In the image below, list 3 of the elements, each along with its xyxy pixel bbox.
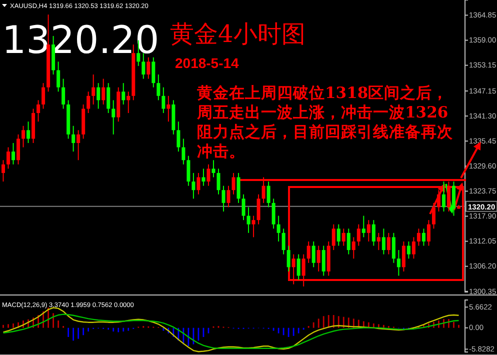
annotation: 黄金在上周四破位1318区间之后，周五走出一波上涨，冲击一波1326阻力点之后，目前回踩引线准备再次冲击。 bbox=[196, 83, 454, 160]
text: 黄金4小时图 bbox=[170, 20, 306, 48]
text: 2018-5-14 bbox=[175, 55, 240, 71]
